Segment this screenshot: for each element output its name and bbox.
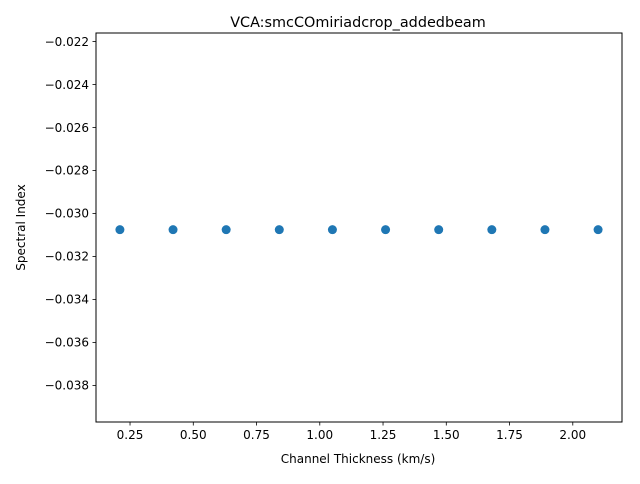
y-tick-label: −0.022 <box>45 35 89 49</box>
data-point <box>327 225 337 235</box>
data-point <box>487 225 497 235</box>
scatter-points <box>115 225 603 235</box>
data-point <box>221 225 231 235</box>
data-point <box>381 225 391 235</box>
x-axis-ticks: 0.25 0.50 0.75 1.00 1.25 1.50 1.75 2.00 <box>117 422 586 442</box>
x-tick-label: 1.00 <box>306 428 333 442</box>
x-tick-label: 1.75 <box>496 428 523 442</box>
data-point <box>593 225 603 235</box>
y-tick-label: −0.030 <box>45 207 89 221</box>
chart-title: VCA:smcCOmiriadcrop_addedbeam <box>230 15 486 31</box>
x-tick-label: 0.25 <box>117 428 144 442</box>
data-point <box>434 225 444 235</box>
y-axis-ticks: −0.022 −0.024 −0.026 −0.028 −0.030 −0.032 −0.0… <box>45 35 96 393</box>
x-tick-label: 1.25 <box>370 428 397 442</box>
y-axis-label: Spectral Index <box>14 184 28 270</box>
y-tick-label: −0.024 <box>45 78 89 92</box>
x-axis-label: Channel Thickness (km/s) <box>281 452 436 466</box>
x-tick-label: 0.75 <box>243 428 270 442</box>
x-tick-label: 0.50 <box>180 428 207 442</box>
data-point <box>540 225 550 235</box>
y-tick-label: −0.034 <box>45 293 89 307</box>
y-tick-label: −0.036 <box>45 336 89 350</box>
x-tick-label: 2.00 <box>559 428 586 442</box>
data-point <box>168 225 178 235</box>
y-tick-label: −0.032 <box>45 250 89 264</box>
y-tick-label: −0.028 <box>45 164 89 178</box>
plot-area-frame <box>95 32 623 423</box>
y-tick-label: −0.038 <box>45 379 89 393</box>
data-point <box>274 225 284 235</box>
y-tick-label: −0.026 <box>45 121 89 135</box>
data-point <box>115 225 125 235</box>
x-tick-label: 1.50 <box>433 428 460 442</box>
